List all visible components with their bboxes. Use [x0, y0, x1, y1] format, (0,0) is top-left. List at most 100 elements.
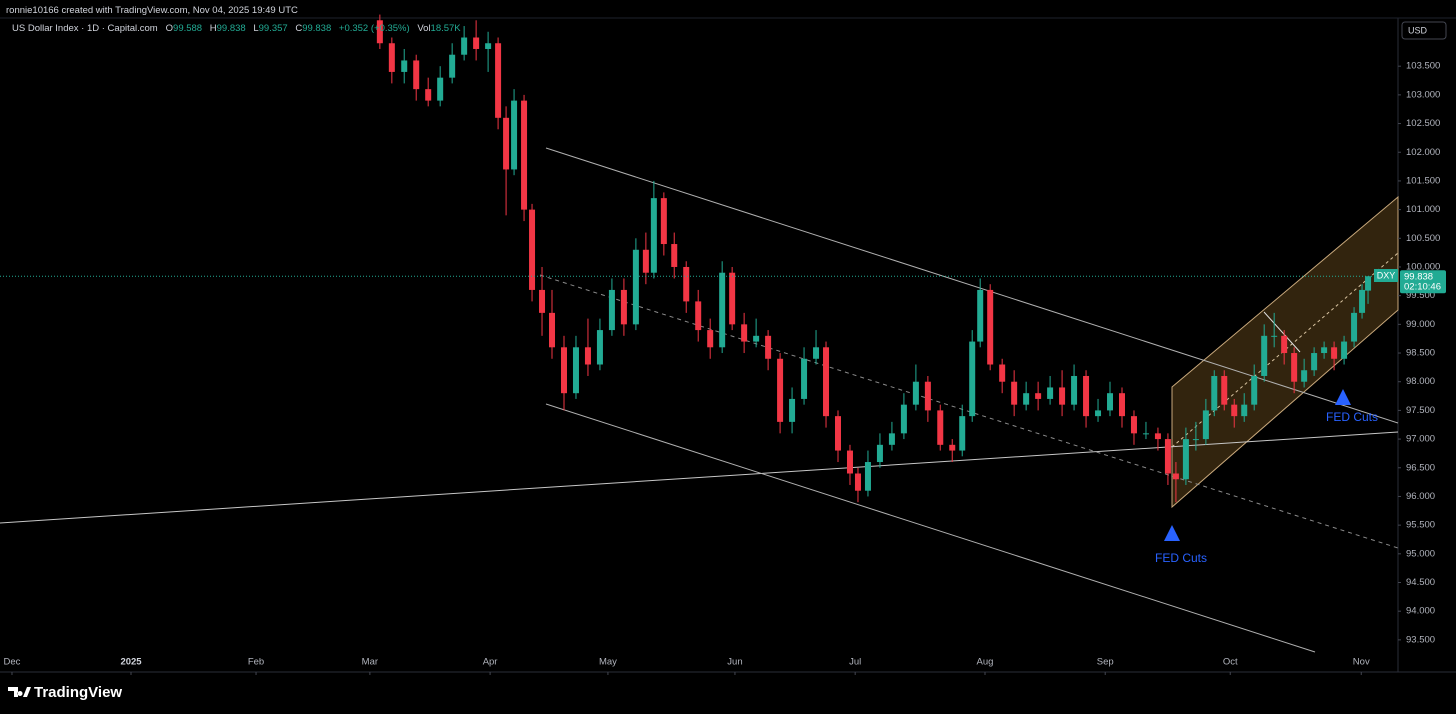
candle-body — [495, 43, 502, 118]
candle-body — [1261, 335, 1268, 376]
candle-body — [388, 43, 395, 72]
candle-body — [1251, 375, 1258, 405]
y-tick-label: 98.500 — [1406, 348, 1435, 359]
brand: TradingView — [34, 684, 122, 701]
y-tick-label: 100.500 — [1406, 233, 1440, 244]
candle-body — [473, 37, 480, 49]
candle-body — [620, 289, 627, 325]
candle-body — [1164, 439, 1171, 474]
ohlc-value: 99.357 — [258, 23, 288, 34]
y-tick-label: 101.000 — [1406, 204, 1440, 215]
x-tick-label: Nov — [1353, 657, 1370, 668]
logo: TradingView — [8, 684, 122, 701]
trend-midline — [539, 274, 1399, 549]
candle-body — [864, 462, 871, 491]
x-tick-label: Apr — [483, 657, 498, 668]
ohlc-key: Vol — [417, 23, 431, 34]
ohlc-value: 99.838 — [302, 23, 332, 34]
y-tick-label: 97.500 — [1406, 405, 1435, 416]
candle-body — [660, 198, 667, 245]
y-tick-label: 98.000 — [1406, 376, 1435, 387]
trend-line — [545, 403, 1316, 653]
candle-body — [854, 473, 861, 491]
candle-body — [1182, 439, 1189, 480]
candle-body — [1011, 381, 1018, 405]
candle-body — [1241, 404, 1248, 417]
currency-label: USD — [1408, 25, 1428, 35]
candle-body — [1231, 404, 1238, 417]
candle-body — [1118, 393, 1125, 417]
y-tick-label: 94.000 — [1406, 606, 1435, 617]
candle-body — [437, 77, 444, 101]
symbol: US Dollar Index · 1D · Capital.com — [12, 23, 158, 34]
candle-body — [449, 54, 456, 78]
y-tick-label: 97.000 — [1406, 434, 1435, 445]
candle-body — [876, 444, 883, 463]
x-tick-label: Jul — [849, 657, 861, 668]
candle-body — [1071, 375, 1078, 405]
countdown: 02:10:46 — [1404, 281, 1441, 292]
candle-body — [1202, 410, 1209, 440]
annotation: FED Cuts — [1155, 551, 1207, 565]
y-tick-label: 101.500 — [1406, 175, 1440, 186]
candle-body — [584, 347, 591, 365]
candle-body — [753, 335, 760, 342]
x-tick-label: Oct — [1223, 657, 1238, 668]
candle-body — [671, 244, 678, 267]
y-tick-label: 102.500 — [1406, 118, 1440, 129]
candle-body — [695, 301, 702, 331]
y-tick-label: 99.000 — [1406, 319, 1435, 330]
candle-body — [846, 450, 853, 474]
candle-body — [1311, 353, 1318, 371]
change: +0.352 (+0.35%) — [338, 23, 410, 34]
y-tick-label: 100.000 — [1406, 261, 1440, 272]
candle-body — [924, 381, 931, 411]
arrow-icon — [1164, 525, 1180, 541]
candle-body — [1211, 375, 1218, 411]
candle-body — [1192, 439, 1199, 441]
volume: 18.57K — [430, 23, 461, 34]
candle-body — [813, 347, 820, 359]
candle-body — [529, 209, 536, 290]
candle-body — [1059, 387, 1066, 405]
candle-body — [1142, 433, 1149, 435]
x-tick-label: Aug — [977, 657, 994, 668]
candle-body — [719, 272, 726, 348]
candle-body — [1281, 335, 1288, 354]
candle-body — [425, 89, 432, 101]
candle-body — [1172, 473, 1179, 480]
candle-body — [937, 410, 944, 445]
candle-body — [1221, 375, 1228, 405]
y-tick-label: 99.500 — [1406, 290, 1435, 301]
candles — [376, 14, 1372, 503]
candle-body — [642, 249, 649, 273]
trend-line — [1263, 311, 1301, 353]
candle-body — [1023, 393, 1030, 405]
candle-body — [376, 20, 383, 44]
x-tick-label: Mar — [362, 657, 378, 668]
candle-body — [683, 266, 690, 302]
candle-body — [888, 433, 895, 445]
ohlc-key: L — [253, 23, 259, 34]
candle-body — [707, 330, 714, 348]
ohlc-key: C — [295, 23, 303, 34]
plot-area — [0, 18, 1398, 672]
candle-body — [1095, 410, 1102, 417]
candle-body — [572, 347, 579, 394]
candle-body — [949, 444, 956, 451]
candle-body — [1351, 312, 1358, 342]
y-tick-label: 95.000 — [1406, 548, 1435, 559]
candle-body — [987, 289, 994, 365]
candle-body — [835, 416, 842, 451]
candle-body — [969, 341, 976, 417]
logo-mark — [8, 687, 31, 697]
candle-body — [413, 60, 420, 90]
x-tick-label: Jun — [727, 657, 742, 668]
currency-button[interactable] — [1401, 21, 1447, 40]
legend: US Dollar Index · 1D · Capital.com O99.5… — [12, 23, 466, 34]
y-tick-label: 103.500 — [1406, 61, 1440, 72]
y-tick-label: 96.500 — [1406, 462, 1435, 473]
candle-body — [1341, 341, 1348, 359]
ohlc-value: 99.588 — [173, 23, 203, 34]
